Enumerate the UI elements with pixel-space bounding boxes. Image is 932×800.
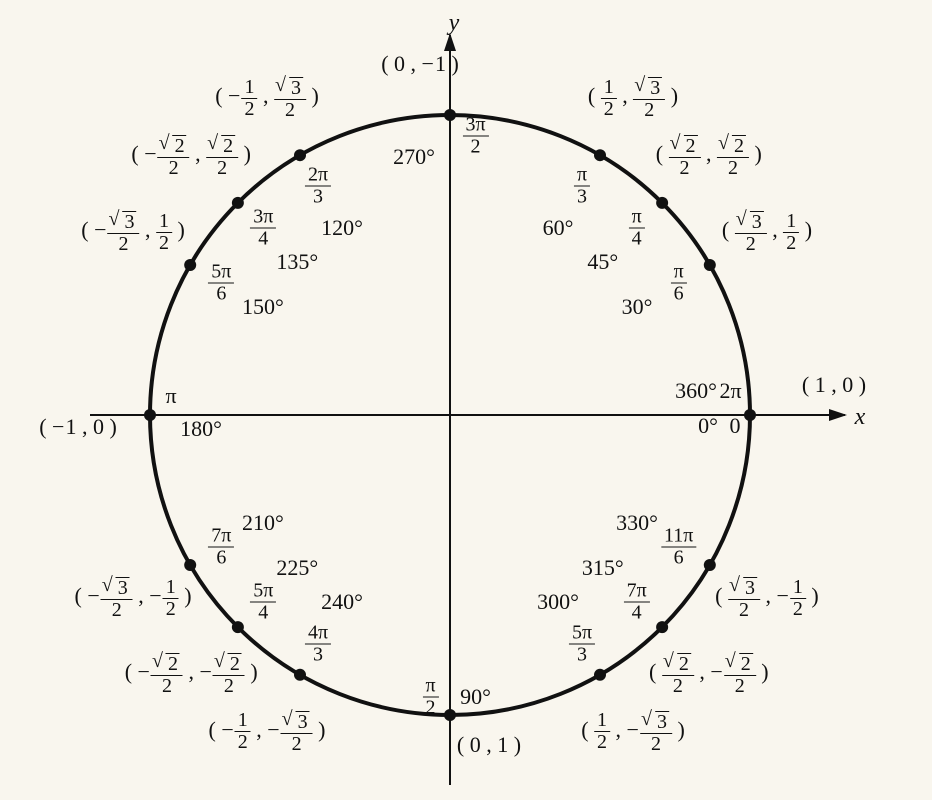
rad-90: π2 <box>422 676 438 719</box>
unit-circle-diagram: { "layout": { "width": 932, "height": 80… <box>0 0 932 800</box>
coord-315: ( 22 , −22 ) <box>649 651 769 697</box>
coord-225: ( −22 , −22 ) <box>125 651 258 697</box>
coord-300: ( 12 , −32 ) <box>581 709 685 755</box>
deg-240: 240° <box>321 591 363 613</box>
deg-60: 60° <box>543 217 574 239</box>
deg-30: 30° <box>622 296 653 318</box>
rad-0: 0 <box>730 415 741 437</box>
rad-60: π3 <box>574 165 590 208</box>
deg-0: 0° <box>698 415 718 437</box>
deg-150: 150° <box>242 296 284 318</box>
rad-45: π4 <box>629 207 645 250</box>
coord-210: ( −32 , −12 ) <box>75 575 192 621</box>
rad-135: 3π4 <box>250 207 276 250</box>
coord-0: ( 1 , 0 ) <box>802 374 866 396</box>
rad-270: 3π2 <box>462 115 488 158</box>
deg-135: 135° <box>276 251 318 273</box>
y-axis-label: y <box>449 11 460 35</box>
x-axis-label: x <box>855 405 866 429</box>
coord-135: ( −22 , 22 ) <box>131 133 251 179</box>
rad-180: π <box>165 385 176 407</box>
rad-225: 5π4 <box>250 580 276 623</box>
rad-240: 4π3 <box>305 622 331 665</box>
deg-90: 90° <box>460 686 491 708</box>
rad-300: 5π3 <box>569 622 595 665</box>
rad-120: 2π3 <box>305 165 331 208</box>
coord-150: ( −32 , 12 ) <box>81 209 185 255</box>
deg-360: 360° <box>675 380 717 402</box>
coord-60: ( 12 , 32 ) <box>588 75 678 121</box>
deg-180: 180° <box>180 418 222 440</box>
coord-270: ( 0 , −1 ) <box>381 53 459 75</box>
rad-150: 5π6 <box>208 262 234 305</box>
deg-225: 225° <box>276 557 318 579</box>
coord-330: ( 32 , −12 ) <box>715 575 819 621</box>
coord-45: ( 22 , 22 ) <box>656 133 762 179</box>
coord-90: ( 0 , 1 ) <box>457 734 521 756</box>
rad-2pi: 2π <box>719 380 741 402</box>
rad-330: 11π6 <box>661 526 696 569</box>
deg-120: 120° <box>321 217 363 239</box>
coord-30: ( 32 , 12 ) <box>722 209 812 255</box>
deg-210: 210° <box>242 512 284 534</box>
rad-210: 7π6 <box>208 526 234 569</box>
deg-270: 270° <box>393 146 435 168</box>
coord-240: ( −12 , −32 ) <box>209 709 326 755</box>
deg-315: 315° <box>582 557 624 579</box>
deg-300: 300° <box>537 591 579 613</box>
rad-30: π6 <box>671 262 687 305</box>
coord-120: ( −12 , 32 ) <box>215 75 319 121</box>
rad-315: 7π4 <box>624 580 650 623</box>
deg-330: 330° <box>616 512 658 534</box>
coord-180: ( −1 , 0 ) <box>39 416 117 438</box>
deg-45: 45° <box>587 251 618 273</box>
